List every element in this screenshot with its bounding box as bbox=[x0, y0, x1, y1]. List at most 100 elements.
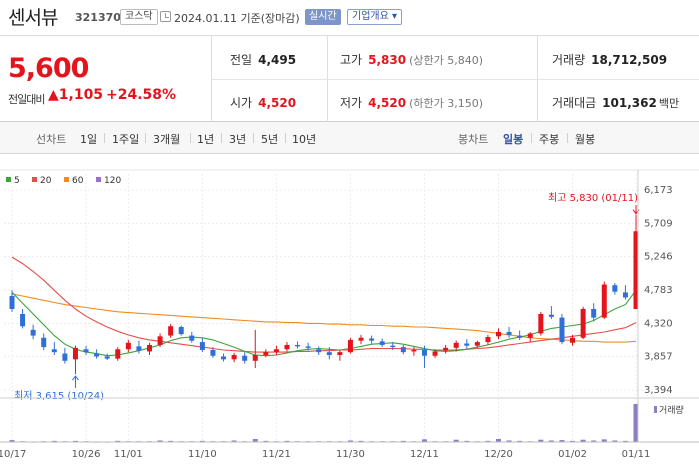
legend-swatch bbox=[64, 177, 69, 182]
low-arrow-head bbox=[72, 375, 79, 381]
volume-label: 거래량 bbox=[659, 404, 684, 416]
chart-annotations: 최고 5,830 (01/11) 최저 3,615 (10/24) bbox=[14, 192, 640, 402]
stat-high: 고가 5,830 (상한가 5,840) bbox=[340, 51, 483, 68]
stat-value: 4,520 bbox=[368, 96, 407, 110]
stat-open: 시가 4,520 bbox=[230, 94, 296, 111]
candle-body bbox=[570, 337, 576, 343]
candle-body bbox=[157, 336, 163, 345]
candle-body bbox=[622, 292, 628, 298]
legend-label: 120 bbox=[104, 176, 121, 186]
high-annotation: 최고 5,830 (01/11) bbox=[548, 192, 638, 204]
divider bbox=[285, 133, 286, 143]
tab-3month[interactable]: 3개월 bbox=[153, 133, 181, 146]
candle-body bbox=[390, 345, 396, 348]
candle-body bbox=[337, 352, 343, 356]
realtime-button[interactable]: 실시간 bbox=[305, 9, 341, 25]
candle-body bbox=[347, 339, 353, 353]
candle-body bbox=[453, 342, 459, 348]
legend-swatch bbox=[32, 177, 37, 182]
y-tick-label: 4,320 bbox=[644, 318, 673, 329]
volume-bar bbox=[453, 439, 459, 442]
legend-swatch bbox=[96, 177, 101, 182]
chart-period-tabs: 선차트 1일 1주일 3개월 1년 3년 5년 10년 봉차트 일봉 주봉 월봉 bbox=[0, 122, 699, 154]
tab-daily[interactable]: 일봉 bbox=[503, 133, 524, 146]
market-badge: 코스닥 bbox=[120, 9, 158, 25]
candle-body bbox=[199, 342, 205, 350]
candle-body bbox=[242, 355, 248, 361]
stock-code: 321370 bbox=[75, 11, 121, 24]
x-tick-label: 11/21 bbox=[262, 449, 291, 460]
divider bbox=[567, 133, 568, 143]
tab-1week[interactable]: 1주일 bbox=[112, 133, 140, 146]
legend-label: 20 bbox=[40, 176, 52, 186]
stat-label: 거래대금 bbox=[552, 96, 597, 110]
divider bbox=[190, 133, 191, 143]
candle-body bbox=[104, 356, 110, 359]
volume-bar bbox=[580, 439, 586, 442]
tab-monthly[interactable]: 월봉 bbox=[575, 133, 596, 146]
volume-bar bbox=[231, 440, 237, 442]
volume-bar bbox=[9, 440, 15, 442]
candle-body bbox=[115, 349, 121, 359]
tab-3year[interactable]: 3년 bbox=[229, 133, 247, 146]
volume-bar bbox=[421, 439, 427, 442]
stat-value: 101,362 bbox=[602, 96, 657, 110]
volume-bar bbox=[538, 439, 544, 442]
candle-body bbox=[517, 335, 523, 338]
chart-svg: 5 20 60 120 최고 5,830 (01/11) 최저 3,615 (10/24… bbox=[0, 169, 699, 460]
stat-label: 저가 bbox=[340, 96, 363, 110]
candle-body bbox=[263, 352, 269, 356]
x-tick-label: 11/01 bbox=[114, 449, 143, 460]
y-tick-label: 3,394 bbox=[644, 385, 673, 396]
candle-body bbox=[496, 331, 502, 337]
volume-bar bbox=[496, 438, 502, 442]
volume-bar bbox=[72, 440, 78, 442]
volume-bar bbox=[199, 440, 205, 442]
candle-body bbox=[231, 355, 237, 360]
candlestick-chart[interactable]: 5 20 60 120 최고 5,830 (01/11) 최저 3,615 (10/24… bbox=[0, 154, 699, 473]
candle-body bbox=[326, 352, 332, 356]
volume-bar bbox=[400, 440, 406, 442]
tab-1day[interactable]: 1일 bbox=[80, 133, 98, 146]
stat-value: 5,830 bbox=[368, 53, 407, 67]
candle-body bbox=[252, 355, 258, 361]
candle-body bbox=[295, 344, 301, 347]
volume-bar bbox=[464, 440, 470, 442]
stat-label: 거래량 bbox=[552, 53, 586, 67]
volume-bar bbox=[548, 440, 554, 442]
volume-bar bbox=[591, 440, 597, 442]
volume-bar bbox=[157, 440, 163, 442]
tab-weekly[interactable]: 주봉 bbox=[539, 133, 560, 146]
volume-bar bbox=[506, 440, 512, 442]
x-tick-label: 12/11 bbox=[410, 449, 439, 460]
volume-bar bbox=[612, 440, 618, 442]
candle-body bbox=[316, 349, 322, 353]
volume-bars: 거래량 bbox=[9, 404, 684, 443]
company-overview-dropdown[interactable]: 기업개요 ▾ bbox=[347, 9, 402, 25]
volume-bar bbox=[559, 440, 565, 442]
legend-label: 5 bbox=[14, 176, 20, 186]
volume-bar bbox=[622, 440, 628, 442]
candle-body bbox=[548, 314, 554, 317]
candle-body bbox=[273, 349, 279, 353]
tab-5year[interactable]: 5년 bbox=[261, 133, 279, 146]
volume-bar bbox=[347, 440, 353, 442]
candle-body bbox=[591, 308, 597, 318]
candle-body bbox=[559, 317, 565, 343]
divider bbox=[531, 133, 532, 143]
candle-body bbox=[178, 326, 184, 335]
divider bbox=[104, 133, 105, 143]
stat-value: 4,520 bbox=[258, 96, 297, 110]
candle-body bbox=[41, 337, 47, 348]
upper-limit-note: (상한가 5,840) bbox=[409, 54, 483, 67]
candle-body bbox=[421, 349, 427, 356]
change-amount: ▲1,105 bbox=[48, 87, 104, 103]
candle-body bbox=[136, 346, 142, 351]
candle-body bbox=[400, 347, 406, 353]
stat-label: 시가 bbox=[230, 96, 253, 110]
x-tick-label: 12/20 bbox=[484, 449, 513, 460]
tab-1year[interactable]: 1년 bbox=[197, 133, 215, 146]
ma20-line bbox=[11, 256, 637, 353]
tab-10year[interactable]: 10년 bbox=[292, 133, 317, 146]
legend-swatch bbox=[6, 177, 11, 182]
